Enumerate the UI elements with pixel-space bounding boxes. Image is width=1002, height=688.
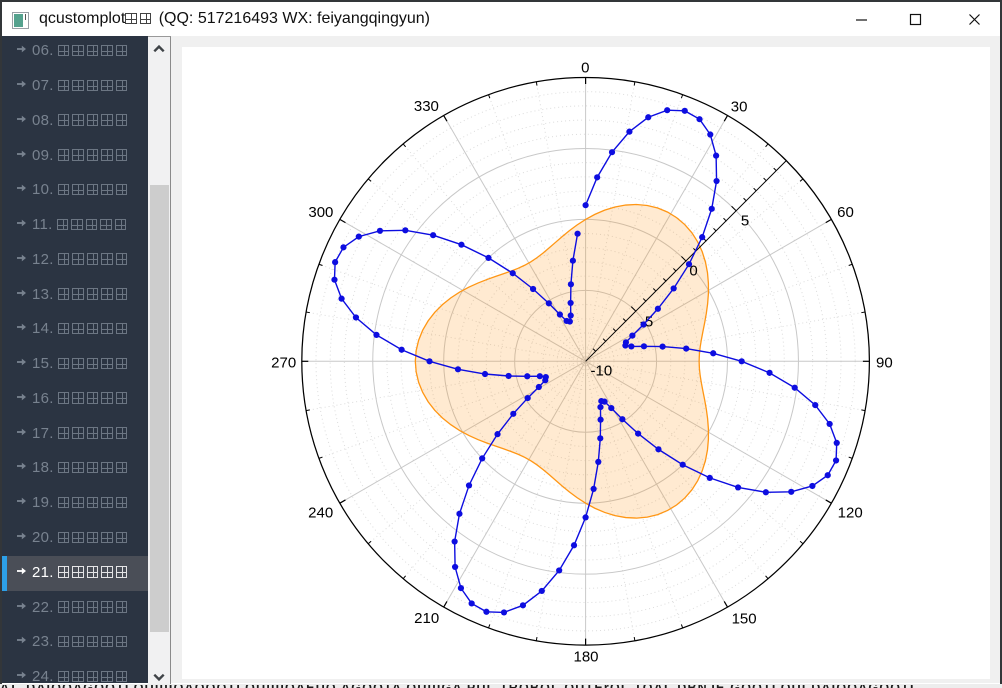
svg-text:270: 270	[271, 354, 296, 371]
svg-text:330: 330	[414, 98, 439, 115]
svg-text:240: 240	[308, 504, 333, 521]
svg-text:-10: -10	[591, 362, 613, 379]
svg-text:210: 210	[414, 609, 439, 626]
svg-text:30: 30	[731, 98, 748, 115]
svg-text:90: 90	[876, 354, 893, 371]
svg-text:150: 150	[732, 610, 757, 627]
svg-text:120: 120	[838, 504, 863, 521]
svg-text:0: 0	[581, 59, 589, 76]
svg-text:300: 300	[308, 204, 333, 221]
svg-text:180: 180	[573, 648, 598, 665]
svg-text:0: 0	[689, 262, 697, 279]
svg-text:60: 60	[837, 204, 854, 221]
svg-text:5: 5	[741, 212, 749, 229]
